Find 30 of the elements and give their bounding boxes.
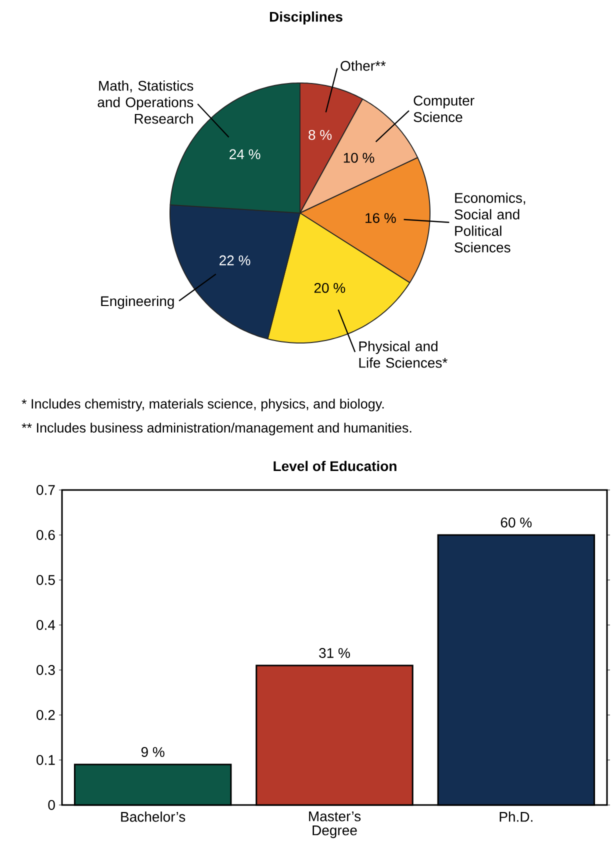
data-label: 60 % xyxy=(500,518,532,528)
data-label: 16 % xyxy=(366,213,396,224)
slice-label: Math, Statistics and Operations Research xyxy=(98,80,194,124)
y-tick-label: 0.4 xyxy=(36,620,56,630)
data-label: 31 % xyxy=(319,648,350,658)
data-label: 22 % xyxy=(220,255,250,266)
y-tick-label: 0.2 xyxy=(36,710,55,720)
y-tick-label: 0.5 xyxy=(36,575,55,585)
data-label: 24 % xyxy=(230,149,260,160)
data-label: 9 % xyxy=(141,747,164,757)
y-tick-label: 0.3 xyxy=(36,665,55,675)
y-tick-label: 0 xyxy=(48,800,55,810)
y-tick-label: 0.7 xyxy=(36,485,55,495)
chart-title: Disciplines xyxy=(270,11,342,25)
data-label: 8 % xyxy=(308,130,332,140)
x-tick-label: Ph.D. xyxy=(500,812,532,822)
slice-label: Other** xyxy=(340,60,386,71)
text: ** Includes business administration/management and humanities. xyxy=(22,422,412,436)
slice-label: Physical and Life Sciences* xyxy=(359,341,448,368)
slice-label: Computer Science xyxy=(414,96,474,122)
data-label: 10 % xyxy=(344,152,374,163)
chart-title: Level of Education xyxy=(274,460,396,472)
text: * Includes chemistry, materials science, physics, and biology. xyxy=(22,398,384,412)
data-label: 20 % xyxy=(314,282,346,293)
slice-label: Engineering xyxy=(101,296,174,309)
x-tick-label: Bachelor’s xyxy=(121,812,186,822)
slice-label: Economics, Social and Political Sciences xyxy=(454,192,526,252)
x-tick-label: Master’s Degree xyxy=(309,812,361,838)
y-tick-label: 0.1 xyxy=(36,755,55,765)
y-tick-label: 0.6 xyxy=(36,530,55,540)
